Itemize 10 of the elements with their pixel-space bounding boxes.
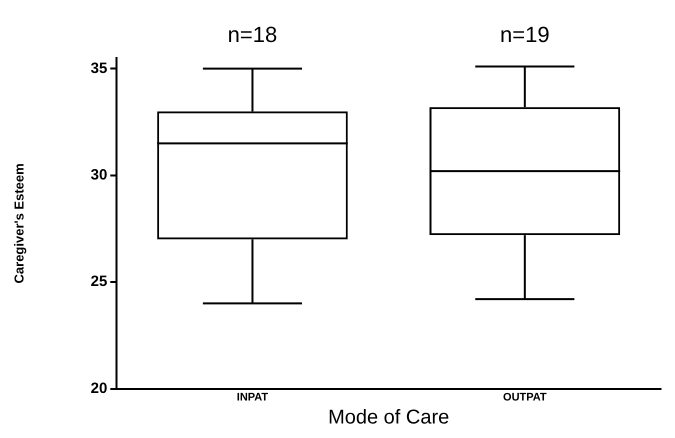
text: n=19 — [500, 22, 550, 47]
x-axis-title: Mode of Care — [328, 406, 450, 429]
y-tick-label: 30 — [90, 166, 108, 184]
x-tick-label: INPAT — [236, 391, 268, 404]
y-tick-label: 25 — [90, 273, 108, 290]
text: n=18 — [228, 22, 278, 47]
x-tick-label: OUTPAT — [503, 391, 547, 404]
y-tick-label: 35 — [90, 60, 108, 77]
y-tick-label: 20 — [90, 380, 108, 397]
y-axis-title: Caregiver's Esteem — [11, 163, 26, 284]
